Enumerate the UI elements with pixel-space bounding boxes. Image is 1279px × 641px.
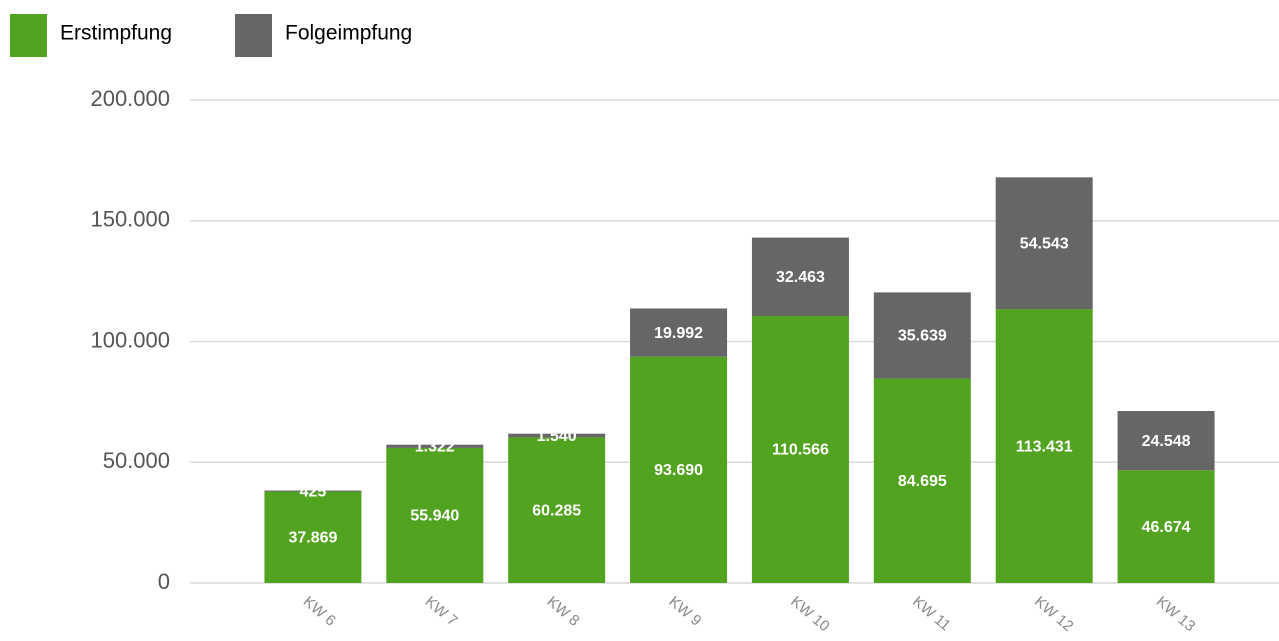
data-label: 110.566 xyxy=(772,442,829,459)
bar-segment xyxy=(873,378,971,583)
y-tick-label: 0 xyxy=(158,569,170,594)
bar-segment xyxy=(386,444,484,448)
data-label: 1.540 xyxy=(537,428,577,445)
bar-segment xyxy=(995,177,1093,310)
x-tick-label: KW 8 xyxy=(544,593,583,630)
data-label: 24.548 xyxy=(1142,433,1191,450)
x-tick-label: KW 13 xyxy=(1153,593,1198,635)
data-label: 93.690 xyxy=(654,462,703,479)
data-label: 84.695 xyxy=(898,473,947,490)
data-label: 35.639 xyxy=(898,328,947,345)
data-label: 425 xyxy=(300,483,327,500)
x-tick-label: KW 6 xyxy=(300,593,339,630)
bar-segment xyxy=(630,356,728,583)
legend-label: Folgeimpfung xyxy=(285,22,412,45)
data-label: 1.322 xyxy=(415,439,455,456)
bar-segment xyxy=(751,237,849,316)
y-tick-label: 50.000 xyxy=(103,448,170,473)
data-label: 19.992 xyxy=(654,325,703,342)
bar-segment xyxy=(264,491,362,583)
bar-segment xyxy=(1117,410,1215,471)
y-tick-label: 150.000 xyxy=(90,207,170,232)
y-tick-label: 200.000 xyxy=(90,86,170,111)
data-label: 60.285 xyxy=(532,502,581,519)
data-label: 54.543 xyxy=(1020,235,1069,252)
legend-swatch xyxy=(10,14,47,57)
data-label: 46.674 xyxy=(1142,519,1191,536)
data-label: 113.431 xyxy=(1016,438,1073,455)
bar-segment xyxy=(1117,470,1215,583)
legend-swatch xyxy=(235,14,272,57)
x-tick-label: KW 9 xyxy=(665,593,704,630)
bar-segment xyxy=(264,490,362,492)
bar-segment xyxy=(873,292,971,379)
data-label: 55.940 xyxy=(410,508,459,525)
bar-segment xyxy=(995,309,1093,583)
x-tick-label: KW 10 xyxy=(787,593,832,635)
legend-label: Erstimpfung xyxy=(60,22,172,45)
data-label: 32.463 xyxy=(776,269,825,286)
bar-segment xyxy=(508,437,606,583)
bar-segment xyxy=(751,315,849,583)
x-tick-label: KW 11 xyxy=(909,593,954,634)
x-tick-label: KW 7 xyxy=(422,593,461,630)
bar-segment xyxy=(630,308,728,357)
bar-segment xyxy=(508,433,606,438)
bar-segment xyxy=(386,447,484,583)
data-label: 37.869 xyxy=(288,529,337,546)
y-tick-label: 100.000 xyxy=(90,327,170,352)
x-tick-label: KW 12 xyxy=(1031,593,1076,635)
